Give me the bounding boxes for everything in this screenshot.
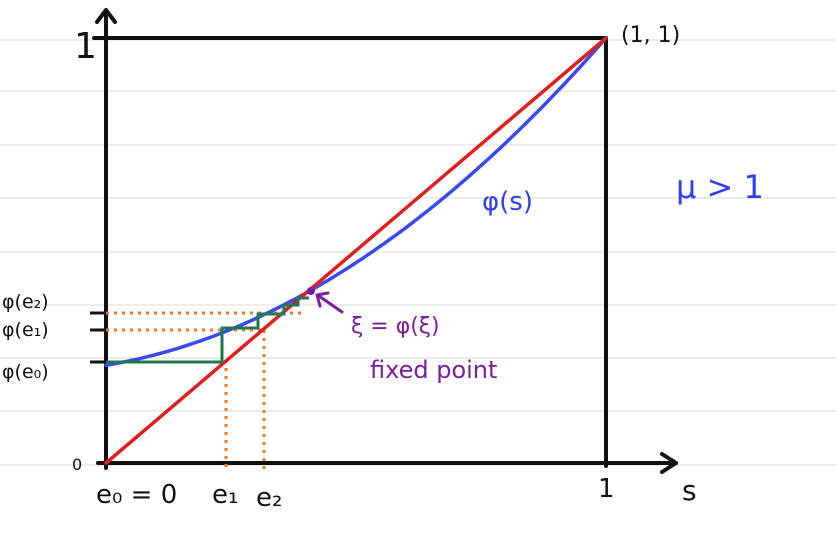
guide-lines xyxy=(106,311,301,470)
fixed-point-arrow xyxy=(315,291,344,314)
e1-label: e₁ xyxy=(212,480,238,510)
phi-e1-label: φ(e₁) xyxy=(2,319,49,341)
y-axis-arrowhead xyxy=(95,8,117,24)
curve-label: φ(s) xyxy=(482,187,533,217)
diagonal-line xyxy=(104,36,608,465)
condition-label: μ > 1 xyxy=(676,168,764,206)
iteration-staircase xyxy=(106,296,309,364)
e2-label: e₂ xyxy=(256,483,282,513)
y-one-label: 1 xyxy=(74,26,97,67)
x-one-label: 1 xyxy=(598,474,615,504)
phi-label-ticks xyxy=(90,311,106,364)
axes xyxy=(92,8,678,474)
y-origin-label: 0 xyxy=(72,455,82,474)
ruled-lines xyxy=(0,39,836,466)
x-axis-label: s xyxy=(682,474,697,507)
fixed-point-text: fixed point xyxy=(370,356,497,384)
fixed-point-equation: ξ = φ(ξ) xyxy=(351,314,440,339)
x-axis-arrowhead xyxy=(660,452,678,474)
phi-curve xyxy=(104,36,608,368)
e0-label: e₀ = 0 xyxy=(96,480,177,510)
phi-e0-label: φ(e₀) xyxy=(2,361,49,383)
corner-point-label: (1, 1) xyxy=(621,23,680,48)
fixed-point-dot xyxy=(307,287,315,295)
phi-e2-label: φ(e₂) xyxy=(2,291,49,313)
